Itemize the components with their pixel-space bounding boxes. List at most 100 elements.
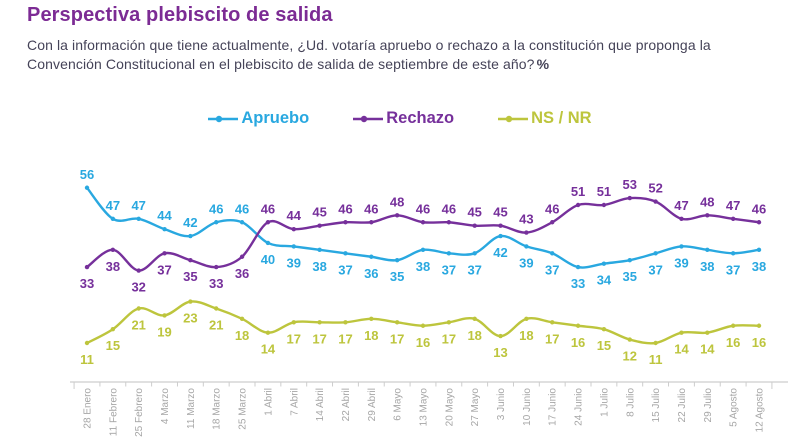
rechazo-line-marker-icon <box>353 115 384 122</box>
ns-nr-value-label: 18 <box>519 328 533 343</box>
ns-nr-value-label: 17 <box>287 331 301 346</box>
rechazo-value-label: 33 <box>209 276 223 291</box>
apruebo-value-label: 40 <box>261 252 275 267</box>
rechazo-point-marker <box>627 195 632 201</box>
ns-nr-point-marker <box>498 333 503 339</box>
rechazo-point-marker <box>575 202 581 208</box>
rechazo-value-label: 35 <box>183 269 197 284</box>
ns-nr-point-marker <box>550 320 555 325</box>
rechazo-point-marker <box>472 223 477 228</box>
apruebo-point-marker <box>575 264 581 270</box>
rechazo-point-marker <box>756 220 762 225</box>
legend-label-ns-nr: NS / NR <box>531 109 592 127</box>
x-axis-label: 3 Junio <box>496 388 507 421</box>
rechazo-value-label: 46 <box>261 201 275 216</box>
ns-nr-point-marker <box>524 316 529 322</box>
rechazo-value-label: 48 <box>390 194 404 209</box>
survey-question-line2: Convención Constitucional en el plebisci… <box>27 56 535 72</box>
ns-nr-point-marker <box>394 320 400 325</box>
apruebo-value-label: 44 <box>157 208 172 223</box>
x-axis-label: 13 Mayo <box>419 388 430 427</box>
ns-nr-point-marker <box>420 323 426 328</box>
x-axis-label: 17 Junio <box>548 388 559 426</box>
apruebo-value-label: 39 <box>519 255 533 270</box>
apruebo-value-label: 35 <box>623 269 637 284</box>
x-axis-label: 7 Abril <box>289 388 300 416</box>
x-axis-label: 10 Junio <box>522 388 533 426</box>
apruebo-value-label: 34 <box>597 273 612 288</box>
ns-nr-point-marker <box>188 299 193 304</box>
apruebo-line-marker-icon <box>208 115 239 122</box>
rechazo-point-marker <box>188 258 193 263</box>
apruebo-value-label: 38 <box>700 259 714 274</box>
ns-nr-point-marker <box>472 316 477 322</box>
apruebo-point-marker <box>188 233 193 239</box>
x-axis-label: 11 Marzo <box>186 388 197 429</box>
rechazo-point-marker <box>601 202 607 208</box>
rechazo-point-marker <box>524 230 529 235</box>
rechazo-value-label: 46 <box>752 201 766 216</box>
apruebo-value-label: 33 <box>571 276 585 291</box>
apruebo-value-label: 42 <box>183 215 197 230</box>
ns-nr-point-marker <box>369 316 374 322</box>
ns-nr-line-marker-icon <box>498 115 529 122</box>
rechazo-value-label: 45 <box>312 205 326 220</box>
legend-item-apruebo[interactable]: Apruebo <box>208 109 309 128</box>
rechazo-value-label: 46 <box>545 201 559 216</box>
x-axis-label: 15 Julio <box>651 388 662 423</box>
ns-nr-value-label: 17 <box>442 331 456 346</box>
apruebo-point-marker <box>265 240 271 246</box>
survey-question: Con la información que tiene actualmente… <box>27 36 711 74</box>
x-axis-label: 4 Marzo <box>160 388 171 425</box>
rechazo-value-label: 45 <box>493 205 507 220</box>
rechazo-point-marker <box>343 220 348 225</box>
apruebo-point-marker <box>317 247 322 253</box>
rechazo-point-marker <box>420 220 426 225</box>
x-axis-label: 12 Agosto <box>755 388 766 433</box>
apruebo-point-marker <box>214 220 219 225</box>
ns-nr-value-label: 13 <box>493 345 507 360</box>
apruebo-value-label: 56 <box>80 167 94 182</box>
rechazo-point-marker <box>653 199 658 204</box>
x-axis-label: 29 Abril <box>367 388 378 421</box>
apruebo-point-marker <box>653 251 658 256</box>
x-axis-label: 28 Enero <box>83 388 94 429</box>
rechazo-point-marker <box>679 216 684 221</box>
rechazo-value-label: 51 <box>597 184 611 199</box>
rechazo-value-label: 38 <box>106 259 120 274</box>
legend-item-rechazo[interactable]: Rechazo <box>353 109 454 128</box>
apruebo-value-label: 36 <box>364 266 378 281</box>
x-axis-label: 8 Julio <box>625 388 636 417</box>
apruebo-value-label: 47 <box>131 198 145 213</box>
x-axis-label: 29 Julio <box>703 388 714 423</box>
ns-nr-value-label: 16 <box>416 335 430 350</box>
apruebo-point-marker <box>110 216 116 221</box>
apruebo-value-label: 39 <box>287 255 301 270</box>
ns-nr-value-label: 18 <box>364 328 378 343</box>
ns-nr-point-marker <box>575 323 581 328</box>
legend-item-ns-nr[interactable]: NS / NR <box>498 109 592 128</box>
ns-nr-value-label: 17 <box>390 331 404 346</box>
apruebo-point-marker <box>756 247 762 253</box>
x-axis-label: 18 Marzo <box>212 388 223 430</box>
x-axis-label: 22 Abril <box>341 388 352 421</box>
x-axis-label: 22 Julio <box>677 388 688 423</box>
rechazo-point-marker <box>394 213 400 218</box>
apruebo-point-marker <box>136 216 141 221</box>
rechazo-point-marker <box>498 223 503 228</box>
rechazo-value-label: 43 <box>519 212 533 227</box>
ns-nr-point-marker <box>239 316 245 322</box>
apruebo-point-marker <box>601 261 607 266</box>
ns-nr-point-marker <box>317 320 322 325</box>
rechazo-value-label: 44 <box>287 208 302 223</box>
apruebo-value-label: 37 <box>726 262 740 277</box>
ns-nr-point-marker <box>601 327 607 332</box>
ns-nr-value-label: 11 <box>649 352 663 367</box>
ns-nr-point-marker <box>627 337 632 342</box>
x-axis-label: 20 Mayo <box>444 388 455 427</box>
apruebo-point-marker <box>394 258 400 263</box>
apruebo-value-label: 46 <box>209 201 223 216</box>
rechazo-point-marker <box>136 268 141 273</box>
page-title: Perspectiva plebiscito de salida <box>27 4 333 26</box>
